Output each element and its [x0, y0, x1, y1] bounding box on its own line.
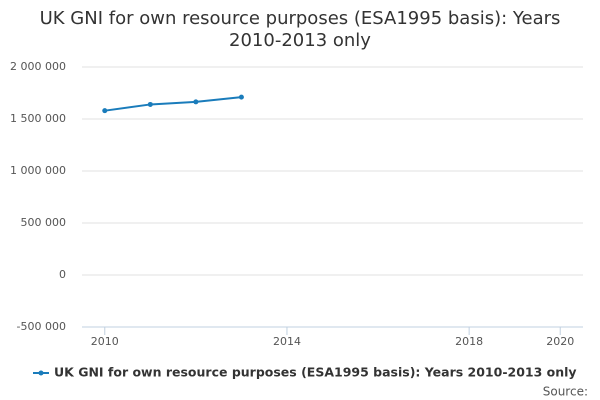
- x-tick-label: 2018: [455, 335, 483, 348]
- legend-marker: [38, 370, 44, 376]
- series-line: [104, 96, 242, 112]
- y-tick-label: -500 000: [17, 320, 66, 333]
- point: [102, 108, 108, 114]
- x-tick-label: 2020: [546, 335, 574, 348]
- y-tick-label: 1 500 000: [10, 112, 66, 125]
- source: Source:: [543, 385, 588, 399]
- y-tick-label: 1 000 000: [10, 164, 66, 177]
- y-tick-label: 0: [59, 268, 66, 281]
- title-line: UK GNI for own resource purposes (ESA199…: [40, 8, 561, 29]
- chart-title: UK GNI for own resource purposes (ESA199…: [40, 8, 561, 51]
- point: [238, 94, 244, 100]
- point: [147, 101, 153, 107]
- legend-label: UK GNI for own resource purposes (ESA199…: [54, 365, 577, 380]
- title-line: 2010-2013 only: [229, 30, 371, 51]
- y-tick-label: 500 000: [21, 216, 67, 229]
- x-tick-label: 2010: [91, 335, 119, 348]
- point: [193, 99, 199, 105]
- y-tick-label: 2 000 000: [10, 60, 66, 73]
- x-tick-label: 2014: [273, 335, 301, 348]
